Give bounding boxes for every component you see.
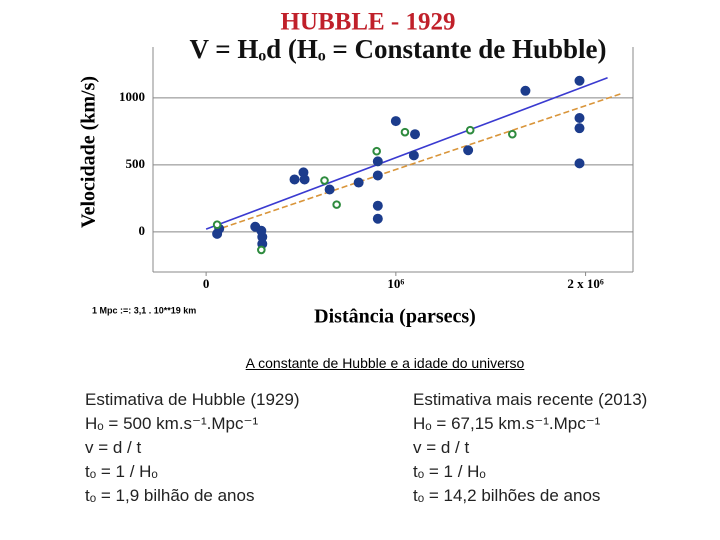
chart-title: HUBBLE - 1929: [280, 9, 455, 36]
column-heading: Estimativa mais recente (2013): [413, 390, 648, 409]
fit-line: [213, 93, 621, 232]
point: [574, 123, 585, 134]
point: [463, 145, 474, 156]
point: [574, 75, 585, 86]
x-tick-label: 10⁶: [387, 276, 404, 291]
point: [372, 200, 383, 211]
formula-line: tₒ = 1,9 bilhão de anos: [85, 486, 255, 505]
point: [400, 127, 410, 137]
y-tick-label: 0: [139, 223, 146, 238]
point: [574, 112, 585, 123]
formula-line: tₒ = 1 / Hₒ: [85, 462, 158, 481]
x-axis-label: Distância (parsecs): [314, 306, 476, 328]
point: [372, 170, 383, 181]
y-tick-label: 1000: [119, 89, 145, 104]
column: Estimativa mais recente (2013) Hₒ = 67,15…: [413, 388, 647, 508]
point: [320, 176, 329, 185]
y-axis-label: Velocidade (km/s): [78, 76, 100, 228]
point: [324, 184, 335, 195]
point: [332, 200, 341, 209]
point: [372, 213, 383, 224]
column: Estimativa de Hubble (1929) Hₒ = 500 km.s…: [85, 388, 300, 508]
formula-line: Hₒ = 500 km.s⁻¹.Mpc⁻¹: [85, 414, 259, 433]
column-heading: Estimativa de Hubble (1929): [85, 390, 300, 409]
point: [372, 156, 383, 167]
point: [465, 125, 475, 135]
point: [508, 129, 517, 139]
chart: HUBBLE - 1929 V = Hₒd (Hₒ = Constante de…: [78, 9, 634, 328]
point: [372, 146, 381, 156]
point: [257, 245, 266, 255]
point: [574, 158, 585, 169]
note: 1 Mpc :=: 3,1 . 10**19 km: [92, 305, 196, 315]
chart-subtitle: V = Hₒd (Hₒ = Constante de Hubble): [189, 34, 606, 64]
x-tick-label: 2 x 10⁶: [567, 276, 604, 291]
point: [520, 85, 531, 96]
caption: A constante de Hubble e a idade do unive…: [245, 355, 525, 371]
point: [212, 220, 222, 230]
x-tick-label: 0: [203, 276, 210, 291]
point: [289, 174, 300, 185]
point: [390, 116, 401, 127]
formula-line: v = d / t: [413, 438, 470, 457]
point: [298, 167, 309, 178]
formula-line: tₒ = 1 / Hₒ: [413, 462, 486, 481]
formula-line: Hₒ = 67,15 km.s⁻¹.Mpc⁻¹: [413, 414, 601, 433]
y-tick-label: 500: [126, 156, 146, 171]
point: [408, 150, 419, 161]
fit-line: [205, 77, 608, 230]
formula-line: v = d / t: [85, 438, 142, 457]
formula-line: tₒ = 14,2 bilhões de anos: [413, 486, 601, 505]
point: [410, 129, 421, 140]
point: [353, 177, 364, 188]
